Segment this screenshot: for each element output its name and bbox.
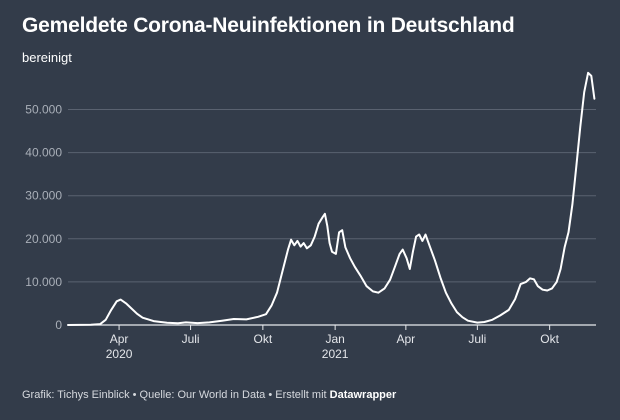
y-gridlines [68,108,596,326]
y-axis-ticks: 0 10.000 20.000 30.000 40.000 50.000 [25,102,62,332]
x-tick-label: Apr [110,332,129,346]
y-tick-label: 20.000 [25,232,62,246]
y-tick-label: 30.000 [25,189,62,203]
x-tick-year-label: 2021 [322,347,349,361]
x-tick-label: Okt [254,332,273,346]
x-tick-label: Apr [397,332,416,346]
footer-source-text: Grafik: Tichys Einblick • Quelle: Our Wo… [22,389,330,401]
x-tick-label: Juli [468,332,486,346]
y-tick-label: 40.000 [25,146,62,160]
chart-footer: Grafik: Tichys Einblick • Quelle: Our Wo… [22,389,396,401]
x-tick-year-label: 2020 [106,347,133,361]
series-line-neuinfektionen [67,71,596,326]
x-tick-label: Jan [325,332,344,346]
x-tick-label: Okt [540,332,559,346]
chart-subtitle: bereinigt [22,50,72,65]
y-tick-label: 50.000 [25,102,62,116]
chart-title: Gemeldete Corona-Neuinfektionen in Deuts… [22,14,515,37]
y-tick-label: 10.000 [25,275,62,289]
series-layer [67,71,596,326]
footer-brand: Datawrapper [329,389,397,401]
y-tick-label: 0 [55,318,62,332]
x-tick-label: Juli [182,332,200,346]
